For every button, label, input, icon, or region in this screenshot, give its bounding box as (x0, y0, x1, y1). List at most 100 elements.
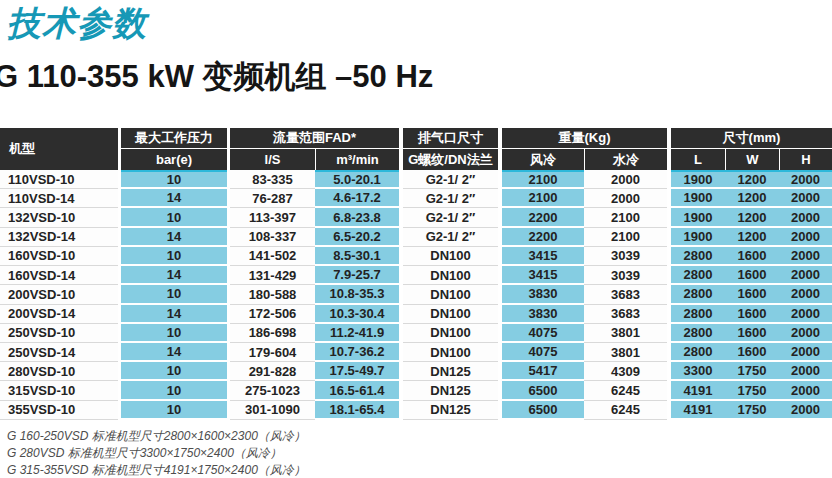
header-dims-w: W (725, 149, 779, 170)
cell-outlet: G2-1/ 2″ (403, 170, 498, 189)
cell-pressure: 10 (121, 285, 227, 304)
cell-model: 200VSD-10 (0, 285, 118, 304)
cell-flow-m3min: 17.5-49.7 (315, 362, 399, 381)
cell-pressure: 14 (121, 305, 227, 324)
cell-flow-ls: 186-698 (230, 324, 315, 343)
cell-weight-water: 3801 (584, 343, 667, 362)
table-header: 机型 最大工作压力 bar(e) 流量范围FAD* l/S m³/min 排气口… (0, 128, 832, 170)
table-body: 110VSD-101083-3355.0-20.1G2-1/ 2″2100200… (0, 170, 832, 420)
footnotes: G 160-250VSD 标准机型尺寸2800×1600×2300（风冷）G 2… (7, 428, 306, 478)
header-weight-group: 重量(Kg) (502, 128, 667, 149)
cell-pressure: 10 (121, 401, 227, 420)
spec-table: 机型 最大工作压力 bar(e) 流量范围FAD* l/S m³/min 排气口… (0, 128, 832, 420)
cell-weight-air: 4075 (502, 324, 584, 343)
cell-model: 132VSD-10 (0, 208, 118, 227)
header-weight-watercooled: 水冷 (584, 149, 667, 170)
cell-flow-ls: 180-588 (230, 285, 315, 304)
cell-weight-air: 2100 (502, 170, 584, 189)
cell-dim-h: 2000 (779, 228, 832, 247)
header-outlet-sub: G螺纹/DN法兰 (403, 149, 498, 170)
cell-dim-h: 2000 (779, 381, 832, 400)
cell-weight-water: 3801 (584, 324, 667, 343)
cell-dim-h: 2000 (779, 208, 832, 227)
cell-weight-air: 6500 (502, 401, 584, 420)
cell-model: 110VSD-10 (0, 170, 118, 189)
cell-flow-m3min: 10.3-30.4 (315, 305, 399, 324)
cell-weight-air: 6500 (502, 381, 584, 400)
cell-pressure: 14 (121, 228, 227, 247)
header-outlet-group: 排气口尺寸 (403, 128, 498, 149)
header-pressure-unit: bar(e) (121, 149, 227, 170)
cell-outlet: DN125 (403, 362, 498, 381)
header-dims-l: L (671, 149, 725, 170)
header-flow-ls: l/S (230, 149, 315, 170)
cell-weight-air: 2200 (502, 208, 584, 227)
cell-model: 315VSD-10 (0, 381, 118, 400)
cell-pressure: 14 (121, 189, 227, 208)
table-row: 250VSD-1414179-60410.7-36.2DN10040753801… (0, 343, 832, 362)
cell-dim-l: 2800 (671, 305, 725, 324)
table-row: 200VSD-1414172-50610.3-30.4DN10038303683… (0, 305, 832, 324)
cell-dim-w: 1600 (725, 266, 779, 285)
cell-dim-w: 1200 (725, 228, 779, 247)
cell-dim-l: 2800 (671, 324, 725, 343)
cell-flow-ls: 141-502 (230, 247, 315, 266)
cell-weight-water: 2000 (584, 170, 667, 189)
cell-weight-water: 3683 (584, 305, 667, 324)
cell-weight-air: 4075 (502, 343, 584, 362)
header-pressure-group: 最大工作压力 (121, 128, 227, 149)
cell-outlet: DN125 (403, 381, 498, 400)
cell-weight-water: 6245 (584, 381, 667, 400)
cell-weight-air: 3415 (502, 247, 584, 266)
cell-model: 110VSD-14 (0, 189, 118, 208)
cell-dim-l: 2800 (671, 266, 725, 285)
cell-dim-l: 1900 (671, 228, 725, 247)
cell-pressure: 10 (121, 381, 227, 400)
cell-dim-w: 1200 (725, 170, 779, 189)
cell-outlet: G2-1/ 2″ (403, 189, 498, 208)
footnote-line: G 315-355VSD 标准机型尺寸4191×1750×2400（风冷） (7, 462, 306, 478)
cell-weight-air: 2100 (502, 189, 584, 208)
header-flow-m3min: m³/min (315, 149, 399, 170)
cell-outlet: G2-1/ 2″ (403, 208, 498, 227)
cell-flow-ls: 275-1023 (230, 381, 315, 400)
cell-model: 250VSD-10 (0, 324, 118, 343)
cell-pressure: 14 (121, 266, 227, 285)
table-row: 200VSD-1010180-58810.8-35.3DN10038303683… (0, 285, 832, 304)
cell-weight-water: 3683 (584, 285, 667, 304)
table-row: 110VSD-141476-2874.6-17.2G2-1/ 2″2100200… (0, 189, 832, 208)
cell-flow-ls: 108-337 (230, 228, 315, 247)
cell-dim-l: 2800 (671, 247, 725, 266)
cell-weight-air: 3415 (502, 266, 584, 285)
cell-flow-m3min: 4.6-17.2 (315, 189, 399, 208)
header-dims-h: H (779, 149, 832, 170)
table-row: 132VSD-1010113-3976.8-23.8G2-1/ 2″220021… (0, 208, 832, 227)
cell-dim-h: 2000 (779, 362, 832, 381)
cell-outlet: DN100 (403, 266, 498, 285)
cell-dim-l: 3300 (671, 362, 725, 381)
cell-dim-w: 1600 (725, 324, 779, 343)
cell-outlet: DN125 (403, 401, 498, 420)
page-title: 技术参数 (7, 1, 147, 47)
cell-flow-m3min: 18.1-65.4 (315, 401, 399, 420)
cell-dim-h: 2000 (779, 285, 832, 304)
cell-dim-w: 1750 (725, 362, 779, 381)
cell-dim-w: 1750 (725, 381, 779, 400)
cell-outlet: DN100 (403, 247, 498, 266)
table-row: 280VSD-1010291-82817.5-49.7DN12554174309… (0, 362, 832, 381)
page-subtitle: G 110-355 kW 变频机组 –50 Hz (0, 56, 433, 98)
cell-pressure: 14 (121, 343, 227, 362)
cell-dim-l: 2800 (671, 343, 725, 362)
cell-pressure: 10 (121, 208, 227, 227)
footnote-line: G 280VSD 标准机型尺寸3300×1750×2400（风冷） (7, 445, 306, 462)
cell-model: 355VSD-10 (0, 401, 118, 420)
header-dims-group: 尺寸(mm) (671, 128, 832, 149)
cell-dim-w: 1600 (725, 247, 779, 266)
cell-weight-water: 3039 (584, 247, 667, 266)
cell-flow-ls: 131-429 (230, 266, 315, 285)
cell-outlet: DN100 (403, 324, 498, 343)
cell-dim-l: 1900 (671, 208, 725, 227)
cell-flow-m3min: 11.2-41.9 (315, 324, 399, 343)
header-model: 机型 (0, 128, 118, 170)
cell-flow-m3min: 10.8-35.3 (315, 285, 399, 304)
